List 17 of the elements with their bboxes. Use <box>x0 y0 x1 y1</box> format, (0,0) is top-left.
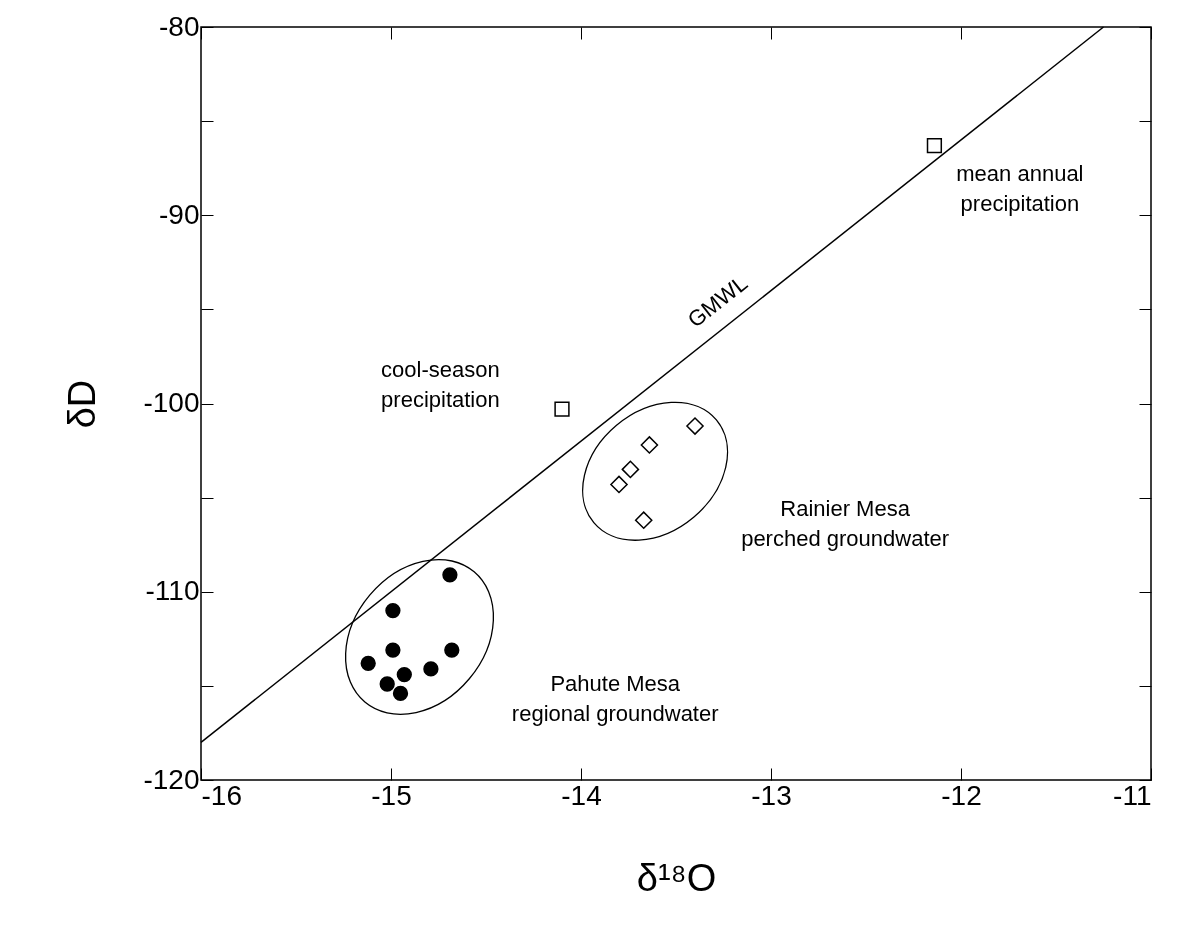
annotation: cool-season precipitation <box>381 356 500 412</box>
x-tick-label: -16 <box>201 779 242 811</box>
y-tick-label: -110 <box>145 575 200 607</box>
y-tick-label: -90 <box>159 198 200 230</box>
y-tick-label: -80 <box>159 10 200 42</box>
x-tick-label: -13 <box>751 779 792 811</box>
y-axis-title: δD <box>61 379 104 429</box>
annotation: Pahute Mesa regional groundwater <box>511 670 719 726</box>
x-tick-label: -14 <box>561 779 602 811</box>
x-tick-label: -12 <box>941 779 982 811</box>
y-tick-label: -120 <box>143 763 200 795</box>
x-tick-label: -15 <box>371 779 412 811</box>
y-tick-label: -100 <box>143 387 200 418</box>
annotation: mean annual precipitation <box>956 160 1084 216</box>
x-tick-label: -11 <box>1113 779 1152 811</box>
annotation: Rainier Mesa perched groundwater <box>741 495 950 551</box>
x-axis-title: δ¹⁸O <box>636 856 717 899</box>
